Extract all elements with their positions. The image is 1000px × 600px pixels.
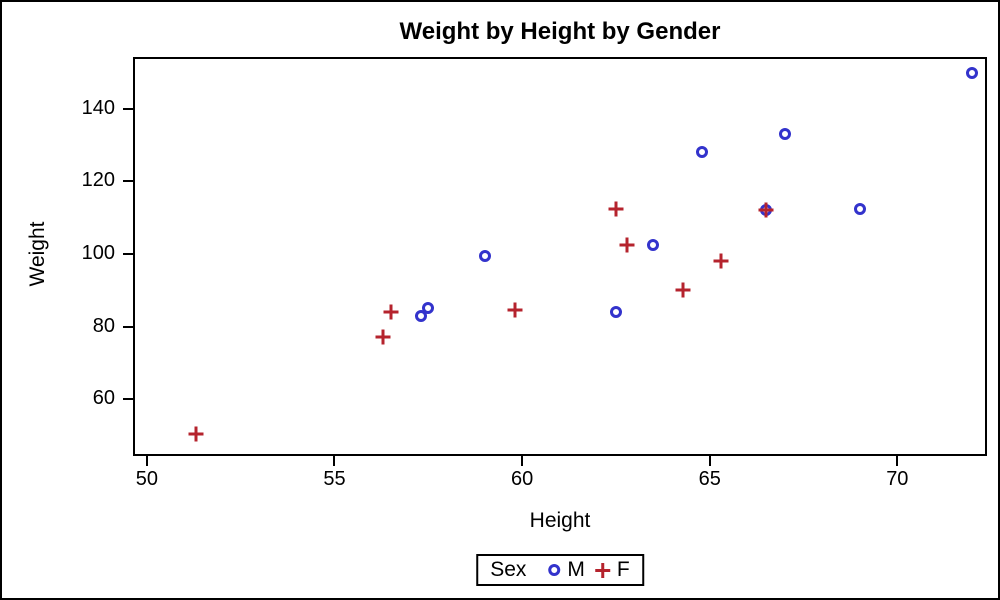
data-point-male — [647, 238, 660, 251]
y-tick-label: 100 — [81, 241, 115, 264]
y-tick-mark — [123, 252, 133, 255]
data-point-male — [422, 302, 435, 315]
legend-title: Sex — [490, 558, 527, 581]
male-circle-marker-icon — [548, 564, 561, 576]
data-point-female — [383, 304, 399, 320]
data-point-female — [713, 253, 729, 269]
legend-label-female: F — [616, 558, 630, 581]
x-tick-mark — [333, 456, 336, 466]
data-point-female — [375, 329, 391, 345]
y-tick-mark — [123, 398, 133, 401]
data-point-male — [696, 146, 709, 159]
x-tick-label: 50 — [135, 468, 158, 490]
x-tick-label: 65 — [698, 468, 721, 490]
y-tick-label: 80 — [92, 314, 115, 337]
data-point-male — [414, 309, 427, 322]
data-point-female — [507, 302, 523, 318]
data-point-male — [609, 305, 622, 318]
data-point-female — [758, 202, 774, 218]
y-tick-mark — [123, 107, 133, 110]
data-point-male — [478, 249, 491, 262]
data-point-male — [778, 128, 791, 141]
x-tick-label: 55 — [323, 468, 346, 490]
data-point-male — [853, 202, 866, 215]
data-point-female — [188, 426, 204, 441]
y-tick-mark — [123, 180, 133, 183]
x-tick-mark — [521, 456, 524, 466]
data-point-female — [619, 237, 635, 253]
x-tick-mark — [708, 456, 711, 466]
x-tick-mark — [145, 456, 148, 466]
y-tick-label: 140 — [81, 96, 115, 119]
data-point-male — [966, 66, 979, 79]
x-tick-label: 60 — [510, 468, 534, 490]
data-point-female — [608, 201, 624, 217]
x-tick-label: 70 — [886, 468, 909, 490]
y-tick-label: 120 — [81, 169, 115, 192]
legend-label-male: M — [567, 558, 585, 581]
chart-title: Weight by Height by Gender — [399, 18, 721, 45]
y-tick-mark — [123, 325, 133, 328]
data-point-female — [675, 282, 691, 298]
x-tick-mark — [896, 456, 899, 466]
y-tick-label: 60 — [92, 387, 115, 410]
x-axis-label: Height — [529, 509, 591, 532]
legend-item-female: F — [594, 558, 630, 582]
legend-item-male: M — [548, 558, 585, 582]
female-plus-marker-icon — [594, 562, 610, 578]
legend: Sex M F — [476, 554, 644, 586]
plot-area — [133, 57, 987, 456]
